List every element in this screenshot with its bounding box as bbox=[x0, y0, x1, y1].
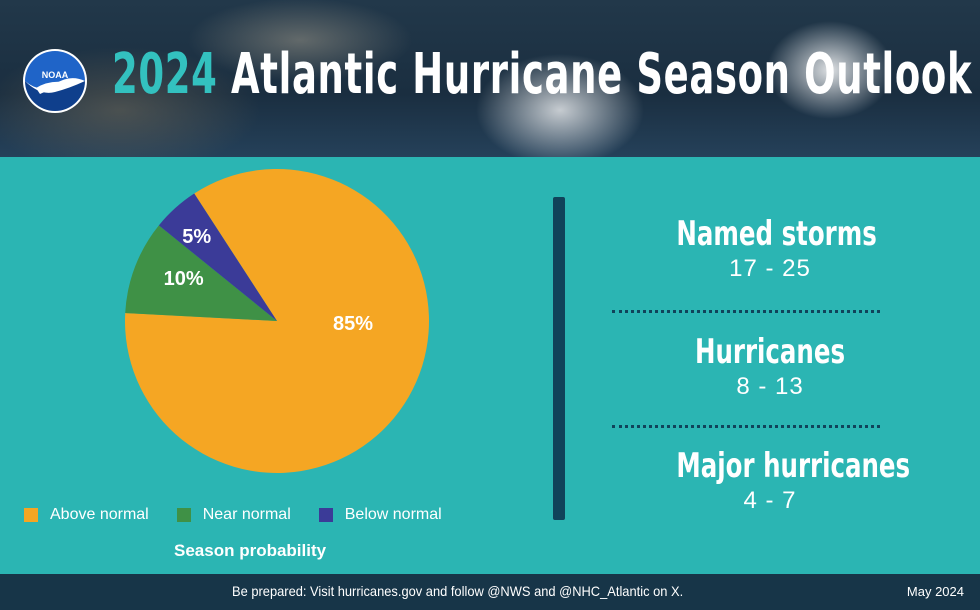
stat-label: Major hurricanes bbox=[676, 446, 911, 486]
dotted-separator bbox=[612, 310, 880, 313]
footer-bar: Be prepared: Visit hurricanes.gov and fo… bbox=[0, 574, 980, 610]
legend-label: Below normal bbox=[344, 506, 442, 523]
legend-swatch bbox=[24, 508, 38, 522]
stat-range: 4 - 7 bbox=[743, 487, 797, 514]
title-year: 2024 bbox=[112, 42, 218, 107]
slice-data-label: 10% bbox=[164, 268, 204, 290]
stat-major-hurricanes: Major hurricanes 4 - 7 bbox=[640, 446, 911, 516]
dotted-separator bbox=[612, 425, 880, 428]
season-probability-label: Season probability bbox=[174, 541, 327, 560]
vertical-divider bbox=[553, 197, 565, 520]
stat-range: 8 - 13 bbox=[736, 373, 804, 400]
header-banner: NOAA 2024 Atlantic Hurricane Season Outl… bbox=[0, 0, 980, 157]
slice-near-normal bbox=[125, 225, 277, 321]
noaa-logo-icon: NOAA bbox=[23, 49, 87, 113]
slice-below-normal bbox=[158, 193, 277, 321]
footer-text: Be prepared: Visit hurricanes.gov and fo… bbox=[232, 583, 684, 599]
page-title: 2024 Atlantic Hurricane Season Outlook bbox=[112, 40, 972, 110]
legend-label: Above normal bbox=[50, 506, 149, 523]
stat-named-storms: Named storms 17 - 25 bbox=[640, 214, 900, 284]
probability-pie-chart: 85% 10% 5% bbox=[124, 169, 429, 473]
legend-label: Near normal bbox=[202, 506, 291, 523]
stat-label: Named storms bbox=[676, 214, 877, 254]
slice-data-label: 5% bbox=[182, 226, 211, 248]
logo-text: NOAA bbox=[42, 70, 69, 80]
legend-swatch bbox=[176, 508, 191, 522]
legend-swatch bbox=[318, 508, 333, 522]
stat-range: 17 - 25 bbox=[729, 255, 811, 282]
stat-hurricanes: Hurricanes 8 - 13 bbox=[640, 332, 900, 402]
legend-item-near-normal: Near normal bbox=[176, 506, 291, 524]
legend-item-above-normal: Above normal bbox=[24, 506, 149, 524]
footer-date: May 2024 bbox=[906, 584, 964, 599]
title-text: Atlantic Hurricane Season Outlook bbox=[231, 42, 973, 107]
legend-item-below-normal: Below normal bbox=[318, 506, 442, 524]
chart-legend: Above normal Near normal Below normal bbox=[24, 506, 470, 524]
slice-data-label: 85% bbox=[333, 313, 373, 335]
stat-label: Hurricanes bbox=[694, 332, 846, 372]
